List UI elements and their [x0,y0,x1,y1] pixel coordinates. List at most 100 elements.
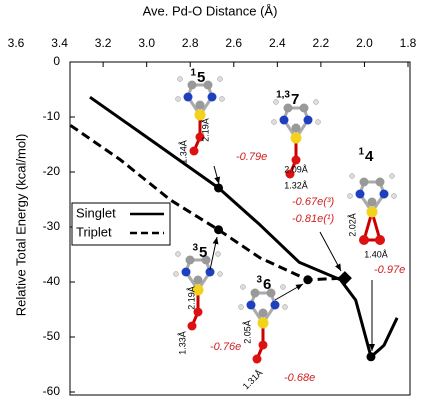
y-tick-label: -10 [43,109,61,123]
atom [184,93,193,102]
arrow [214,166,219,184]
distance-label: 1.32Å [284,180,308,190]
atom [188,81,197,90]
charge-label: -0.68e [284,372,315,384]
atom [186,256,195,265]
structure-superscript: 3 [256,275,262,286]
atom [375,235,385,245]
atom [208,93,217,102]
atom [259,341,268,350]
atom [182,268,191,277]
charge-label: -0.97e [374,264,405,276]
structure-label: 4 [365,148,374,165]
x-tick-label: 2.2 [313,36,330,50]
atom [176,252,181,257]
atom [376,178,385,187]
atom [348,194,353,199]
atom [304,116,313,125]
legend-label: Singlet [76,205,116,220]
structure-label: 5 [197,69,205,86]
atom [196,101,205,110]
atom [174,272,179,277]
atom [360,178,369,187]
structure-superscript: 1 [358,147,364,158]
atom [239,305,244,310]
atom [392,194,397,199]
atom [359,235,369,245]
atom [176,97,181,102]
atom [253,355,262,364]
atom [218,77,223,82]
atom [190,147,199,156]
atom [251,289,260,298]
x-tick-label: 3.0 [138,36,155,50]
distance-label: 1.33Å [177,331,187,355]
atom [300,104,309,113]
atom [280,116,289,125]
distance-label: 1.34Å [178,140,188,164]
structure-superscript: 3 [192,243,198,254]
distance-label: 1.40Å [364,249,388,259]
atom [216,252,221,257]
point-marker [366,352,375,361]
atom [292,124,301,133]
atom [272,120,277,125]
arrow [275,284,303,300]
atom [292,156,301,165]
atom [314,100,319,105]
structure-label: 5 [199,244,207,261]
atom [380,190,389,199]
atom [367,207,378,218]
y-axis-title: Relative Total Energy (kcal/mol) [13,134,28,317]
point-marker [214,225,223,234]
atom [188,322,197,331]
atom [281,285,286,290]
x-tick-label: 2.6 [225,36,242,50]
atom [194,276,203,285]
molecule [174,252,223,331]
distance-label: 2.19Å [200,118,210,142]
point-marker [303,275,312,284]
x-tick-label: 1.8 [400,36,417,50]
distance-label: 1.31Å [241,368,265,392]
distance-label: 2.09Å [284,164,308,174]
chart: Ave. Pd-O Distance (Å) Relative Total En… [0,0,421,400]
x-tick-label: 2.8 [182,36,199,50]
atom [368,198,377,207]
x-axis-title: Ave. Pd-O Distance (Å) [143,3,278,18]
legend-label: Triplet [76,224,112,239]
atom [316,120,321,125]
y-tick-label: -30 [43,219,61,233]
structure-superscript: 1 [190,68,196,79]
x-tick-label: 2.4 [269,36,286,50]
x-tick-label: 2.0 [356,36,373,50]
charge-label: -0.81e(¹) [292,213,335,225]
y-tick-label: 0 [53,54,60,68]
structure-label: 7 [291,91,299,108]
atom [247,301,256,310]
charge-label: -0.67e(³) [292,196,335,208]
atom [350,174,355,179]
atom [258,318,269,329]
atom [220,97,225,102]
distance-label: 2.05Å [242,320,252,344]
charge-label: -0.76e [210,341,241,353]
y-tick-label: -20 [43,164,61,178]
y-tick-label: -60 [43,384,61,398]
distance-label: 2.19Å [186,286,196,310]
atom [283,305,288,310]
atom [390,174,395,179]
atom [218,272,223,277]
distance-label: 2.02Å [347,213,357,237]
structure-superscript: 1,3 [276,90,290,101]
atom [291,133,302,144]
x-tick-label: 3.4 [51,36,68,50]
arrow [320,232,341,271]
point-marker [338,271,352,285]
atom [259,309,268,318]
point-marker [214,183,223,192]
structure-label: 6 [263,276,271,293]
page: Ave. Pd-O Distance (Å) Relative Total En… [0,0,421,400]
x-tick-label: 3.2 [95,36,112,50]
charge-label: -0.79e [236,151,267,163]
